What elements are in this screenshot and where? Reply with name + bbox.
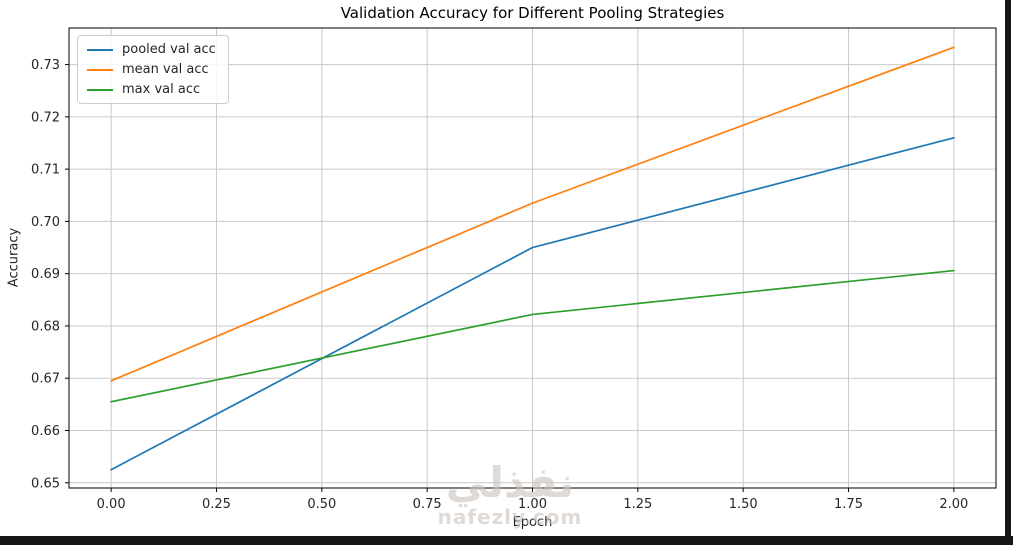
legend-line-swatch bbox=[87, 48, 113, 51]
series-line-2 bbox=[110, 269, 955, 403]
y-tick-label: 0.65 bbox=[31, 476, 60, 491]
screen-edge-bottom bbox=[0, 536, 1013, 545]
x-tick-label: 0.50 bbox=[307, 497, 336, 512]
series-line-0 bbox=[110, 136, 955, 471]
legend-item-1: mean val acc bbox=[87, 62, 216, 77]
legend-label: mean val acc bbox=[122, 62, 209, 77]
legend-label: pooled val acc bbox=[122, 42, 216, 57]
y-tick-label: 0.67 bbox=[31, 372, 60, 387]
x-tick-label: 0.00 bbox=[97, 497, 126, 512]
y-tick-label: 0.66 bbox=[31, 424, 60, 439]
y-tick-label: 0.70 bbox=[31, 215, 60, 230]
x-tick-label: 1.50 bbox=[729, 497, 758, 512]
legend-label: max val acc bbox=[122, 82, 201, 97]
y-tick-label: 0.73 bbox=[31, 58, 60, 73]
series-line-1 bbox=[110, 46, 955, 382]
screen-edge-right bbox=[1005, 0, 1011, 545]
y-tick-label: 0.72 bbox=[31, 110, 60, 125]
legend: pooled val acc mean val acc max val acc bbox=[77, 35, 229, 104]
y-tick-label: 0.68 bbox=[31, 319, 60, 334]
x-tick-label: 1.00 bbox=[518, 497, 547, 512]
x-tick-label: 0.75 bbox=[413, 497, 442, 512]
x-tick-label: 2.00 bbox=[939, 497, 968, 512]
x-tick-label: 1.75 bbox=[834, 497, 863, 512]
legend-item-2: max val acc bbox=[87, 82, 216, 97]
y-tick-label: 0.71 bbox=[31, 163, 60, 178]
x-tick-label: 1.25 bbox=[623, 497, 652, 512]
x-tick-label: 0.25 bbox=[202, 497, 231, 512]
legend-line-swatch bbox=[87, 88, 113, 91]
chart-title: Validation Accuracy for Different Poolin… bbox=[340, 4, 725, 22]
legend-line-swatch bbox=[87, 68, 113, 71]
y-tick-label: 0.69 bbox=[31, 267, 60, 282]
legend-item-0: pooled val acc bbox=[87, 42, 216, 57]
x-axis-label: Epoch bbox=[512, 515, 553, 530]
y-axis-label: Accuracy bbox=[6, 227, 22, 288]
